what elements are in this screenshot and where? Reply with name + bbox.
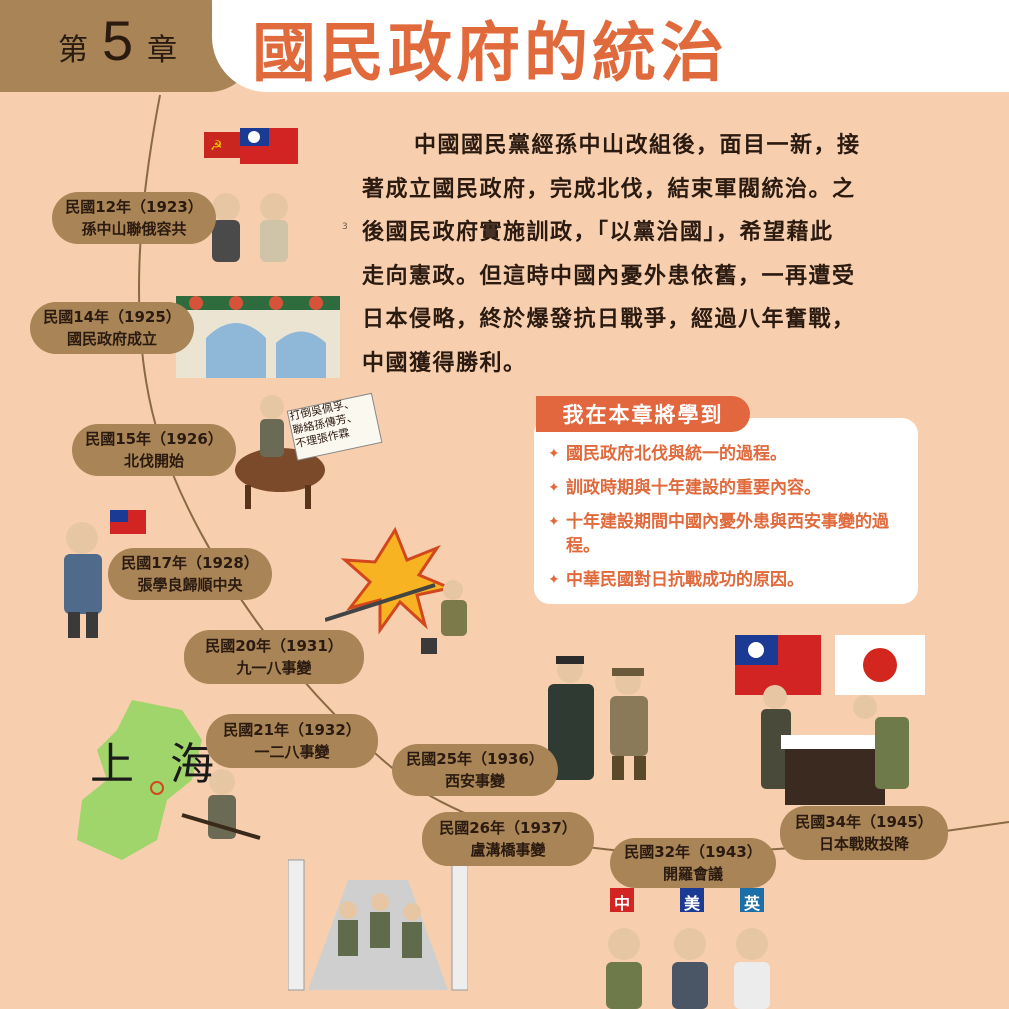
flag-usa-label: 美 <box>684 894 701 913</box>
intro-line: 後國民政府實施訓政，「以黨治國」，希望藉此 <box>362 220 834 245</box>
learning-goal-item: ✦ 中華民國對日抗戰成功的原因。 <box>548 570 804 590</box>
line-number: 3 <box>342 222 348 232</box>
intro-line: 日本侵略，終於爆發抗日戰爭，經過八年奮戰， <box>362 307 856 332</box>
timeline-event: 民國14年（1925） 國民政府成立 <box>30 302 194 354</box>
learning-goals-title: 我在本章將學到 <box>536 396 750 432</box>
mukden-incident-explosion <box>325 526 467 654</box>
star-bullet-icon: ✦ <box>548 514 560 530</box>
intro-line: 中國獲得勝利。 <box>362 350 527 376</box>
intro-line: 著成立國民政府，完成北伐，結束軍閥統治。之 <box>362 176 856 202</box>
star-bullet-icon: ✦ <box>548 572 560 588</box>
intro-paragraph: 中國國民黨經孫中山改組後，面目一新，接 著成立國民政府，完成北伐，結束軍閥統治。… <box>362 124 902 385</box>
flag-china-label: 中 <box>614 894 631 913</box>
star-bullet-icon: ✦ <box>548 446 560 462</box>
marco-polo-bridge <box>288 859 468 991</box>
learning-goal-item: ✦ 國民政府北伐與統一的過程。 <box>548 444 787 464</box>
timeline-event: 民國34年（1945） 日本戰敗投降 <box>780 806 948 860</box>
intro-line: 走向憲政。但這時中國內憂外患依舊，一再遭受 <box>362 263 856 289</box>
xian-incident-figures <box>548 656 648 780</box>
flag-uk-label: 英 <box>744 894 761 913</box>
timeline-event: 民國17年（1928） 張學良歸順中央 <box>108 548 272 600</box>
chapter-suffix: 章 <box>147 33 178 68</box>
timeline-event: 民國32年（1943） 開羅會議 <box>610 838 776 888</box>
chapter-number: 5 <box>102 9 134 72</box>
timeline-event: 民國21年（1932） 一二八事變 <box>206 714 378 768</box>
sun-joffe-illustration: ☭ <box>204 128 298 262</box>
japan-surrender-illustration <box>735 635 925 805</box>
title-banner <box>212 0 1009 92</box>
national-government-gate <box>176 296 340 378</box>
cairo-conference-figures <box>606 888 770 1009</box>
timeline-event: 民國25年（1936） 西安事變 <box>392 744 558 796</box>
zhang-xueliang-illustration <box>64 510 146 638</box>
learning-goals-box <box>534 418 918 604</box>
page-title: 國民政府的統治 <box>252 16 728 91</box>
learning-goal-item: ✦ 十年建設期間中國內憂外患與西安事變的過程。 <box>548 512 889 556</box>
timeline-event: 民國20年（1931） 九一八事變 <box>184 630 364 684</box>
shanghai-map <box>77 700 261 860</box>
svg-text:☭: ☭ <box>210 138 223 154</box>
shanghai-label: 上海 <box>90 739 250 790</box>
star-bullet-icon: ✦ <box>548 480 560 496</box>
timeline-event: 民國15年（1926） 北伐開始 <box>72 424 236 476</box>
chapter-label: 第 5 章 <box>58 8 177 78</box>
timeline-event: 民國26年（1937） 盧溝橋事變 <box>422 812 594 866</box>
northern-expedition-rider <box>235 392 383 509</box>
learning-goal-item: ✦ 訓政時期與十年建設的重要內容。 <box>548 478 821 498</box>
timeline-event: 民國12年（1923） 孫中山聯俄容共 <box>52 192 216 244</box>
chapter-prefix: 第 <box>58 33 88 68</box>
intro-line: 中國國民黨經孫中山改組後，面目一新，接 <box>414 133 861 158</box>
learning-goals-list: ✦ 國民政府北伐與統一的過程。 ✦ 訓政時期與十年建設的重要內容。 ✦ 十年建設期間中… <box>548 442 908 602</box>
